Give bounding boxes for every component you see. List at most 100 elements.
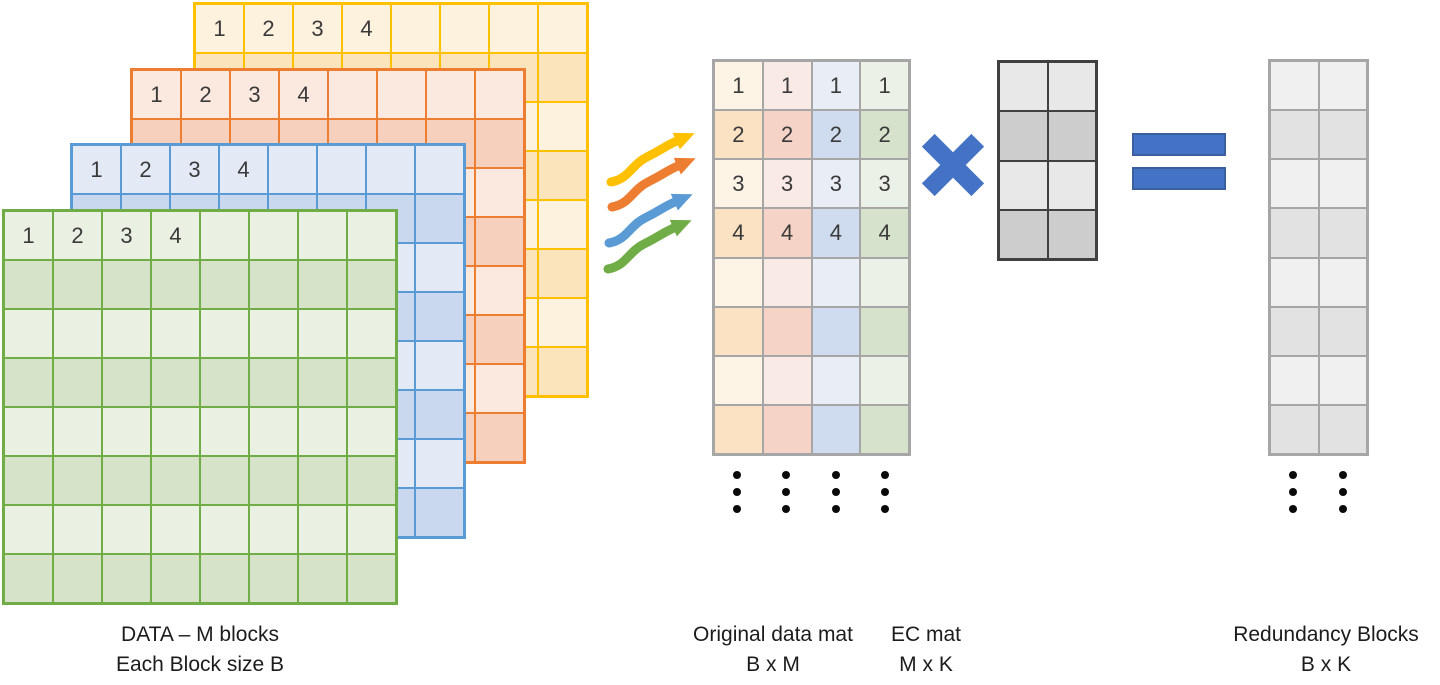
data-block-cell: [53, 309, 102, 358]
data-block-cell: [415, 194, 464, 243]
original-mat-cell: [860, 306, 909, 356]
original-mat-cell: [714, 404, 763, 454]
original-mat-cell: [762, 306, 812, 356]
data-block-cell: 1: [132, 70, 181, 119]
data-block-cell: [102, 260, 151, 309]
data-block-cell: [475, 70, 524, 119]
original-mat-cell: [860, 404, 909, 454]
original-mat-cell: [762, 355, 812, 405]
ec-mat-caption: EC mat M x K: [891, 620, 961, 680]
data-block-cell: [377, 70, 426, 119]
data-block-cell: [4, 456, 53, 505]
data-block-cell: 1: [195, 4, 244, 53]
data-block-cell: [475, 119, 524, 168]
ellipsis-redundancy-col1: [1289, 471, 1297, 513]
data-block-cell: [366, 145, 415, 194]
original-mat-cell: 1: [714, 61, 763, 111]
data-block-cell: [200, 407, 249, 456]
redundancy-cell: [1318, 159, 1367, 209]
flow-arrows: [603, 132, 696, 274]
data-block-cell: [298, 505, 347, 554]
data-block-cell: [102, 554, 151, 603]
original-mat-cell: 4: [811, 208, 861, 258]
data-block-cell: [200, 456, 249, 505]
ellipsis-original-col3: [832, 471, 840, 513]
original-mat-cell: [860, 257, 909, 307]
blue-arrow-icon: [604, 193, 693, 248]
data-block-cell: [298, 211, 347, 260]
data-block-cell: [249, 309, 298, 358]
data-block-cell: [440, 4, 489, 53]
data-block-cell: [538, 298, 587, 347]
data-block-cell: [200, 211, 249, 260]
original-mat-cell: 2: [860, 110, 909, 160]
original-mat-cell: 4: [762, 208, 812, 258]
data-blocks-caption-line1: DATA – M blocks: [121, 623, 279, 646]
original-mat-cell: [860, 355, 909, 405]
redundancy-cell: [1270, 159, 1319, 209]
original-mat-cell: [811, 257, 861, 307]
data-block-cell: [347, 456, 396, 505]
data-block-cell: [53, 260, 102, 309]
original-mat-cell: 3: [860, 159, 909, 209]
original-mat-cell: 1: [811, 61, 861, 111]
data-block-cell: [415, 292, 464, 341]
data-block-cell: [415, 390, 464, 439]
ellipsis-dot: [881, 471, 889, 479]
data-block-cell: 1: [4, 211, 53, 260]
data-block-cell: [347, 211, 396, 260]
data-block-cell: [151, 456, 200, 505]
data-block-cell: [151, 358, 200, 407]
ec-mat-caption-line1: EC mat: [890, 623, 962, 646]
redundancy-cell: [1318, 208, 1367, 258]
ellipsis-dot: [733, 488, 741, 496]
original-mat-cell: [811, 306, 861, 356]
redundancy-cell: [1270, 61, 1319, 111]
redundancy-cell: [1270, 404, 1319, 454]
data-block-cell: [317, 145, 366, 194]
ellipsis-dot: [881, 488, 889, 496]
data-block-cell: [347, 554, 396, 603]
data-block-cell: [475, 315, 524, 364]
ec-mat-cell: [999, 160, 1048, 210]
redundancy-cell: [1318, 110, 1367, 160]
data-blocks-caption-line2: Each Block size B: [115, 653, 285, 676]
data-block-cell: [475, 168, 524, 217]
redundancy-caption-line2: B x K: [1300, 653, 1352, 676]
data-block-cell: [151, 407, 200, 456]
redundancy-caption: Redundancy Blocks B x K: [1233, 620, 1419, 680]
data-block-cell: 2: [244, 4, 293, 53]
ec-mat-cell: [1047, 111, 1096, 161]
original-mat-cell: 1: [762, 61, 812, 111]
data-block-cell: [4, 260, 53, 309]
data-block-cell: 2: [53, 211, 102, 260]
ellipsis-dot: [782, 488, 790, 496]
ellipsis-dot: [832, 488, 840, 496]
ellipsis-original-col2: [782, 471, 790, 513]
redundancy-cell: [1318, 404, 1367, 454]
equals-icon: [1132, 133, 1226, 190]
data-block-cell: 4: [279, 70, 328, 119]
original-mat-cell: 3: [811, 159, 861, 209]
original-mat-cell: 3: [762, 159, 812, 209]
data-block-cell: [475, 266, 524, 315]
data-block-cell: 3: [293, 4, 342, 53]
yellow-arrow-icon: [606, 132, 695, 187]
data-block-cell: [489, 4, 538, 53]
data-block-cell: [249, 505, 298, 554]
data-block-cell: 3: [102, 211, 151, 260]
data-block-cell: [249, 456, 298, 505]
data-block-cell: [475, 413, 524, 462]
data-block-cell: [426, 70, 475, 119]
data-block-cell: [4, 309, 53, 358]
data-block-cell: [102, 505, 151, 554]
ellipsis-dot: [1289, 471, 1297, 479]
data-block-cell: [347, 407, 396, 456]
data-block-cell: [53, 407, 102, 456]
data-block-cell: [415, 243, 464, 292]
original-mat-cell: [762, 404, 812, 454]
redundancy-cell: [1270, 257, 1319, 307]
ellipsis-dot: [1339, 471, 1347, 479]
